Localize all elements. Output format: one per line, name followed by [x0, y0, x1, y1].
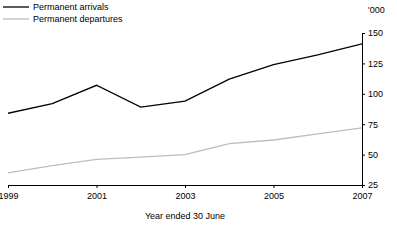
chart: 1999 2001 2003 2005 200725 50 75 100 125 150 '000 Y… [0, 0, 397, 227]
x-axis-title: Year ended 30 June [145, 211, 225, 221]
y-axis-line [363, 34, 366, 186]
x-tick-label: 2005 [264, 191, 284, 201]
x-tick-label: 2003 [175, 191, 195, 201]
y-tick: 75 [362, 120, 378, 130]
y-tick-mark [362, 94, 365, 95]
x-tick-mark [97, 185, 98, 188]
y-tick: 25 [362, 180, 378, 190]
lines [8, 44, 362, 173]
y-tick-label: 125 [368, 59, 383, 69]
y-tick: 100 [362, 89, 383, 99]
x-axis: 1999 2001 2003 2005 2007 [0, 185, 373, 201]
x-tick: 2003 [175, 185, 195, 201]
x-tick-mark [8, 185, 9, 188]
x-axis-line [9, 186, 363, 189]
y-tick-mark [362, 155, 365, 156]
legend: Permanent arrivals Permanent departures [3, 2, 123, 24]
y-axis: 25 50 75 100 125 150 [362, 28, 383, 190]
x-tick-mark [274, 185, 275, 188]
x-tick: 1999 [0, 185, 19, 201]
legend-label: Permanent arrivals [33, 2, 109, 12]
x-tick-label: 2001 [87, 191, 107, 201]
legend-swatch [3, 6, 29, 7]
y-tick-label: 50 [368, 150, 378, 160]
x-tick-label: 2007 [352, 191, 372, 201]
series-line [8, 44, 362, 113]
y-tick: 50 [362, 150, 378, 160]
x-tick: 2005 [264, 185, 284, 201]
series-line [8, 128, 362, 173]
y-tick-mark [362, 63, 365, 64]
x-tick-label: 1999 [0, 191, 19, 201]
y-tick-mark [362, 185, 365, 186]
y-tick: 125 [362, 59, 383, 69]
x-tick: 2001 [87, 185, 107, 201]
x-tick-mark [185, 185, 186, 188]
legend-label: Permanent departures [33, 14, 123, 24]
y-tick-label: 25 [368, 180, 378, 190]
plot: 1999 2001 2003 2005 200725 50 75 100 125 150 '000 Y… [0, 5, 385, 221]
y-tick-label: 100 [368, 89, 383, 99]
y-axis-title: '000 [368, 5, 385, 15]
y-tick-mark [362, 33, 365, 34]
y-tick-mark [362, 124, 365, 125]
y-tick: 150 [362, 28, 383, 38]
y-tick-label: 75 [368, 120, 378, 130]
legend-swatch [3, 18, 29, 19]
y-tick-label: 150 [368, 28, 383, 38]
